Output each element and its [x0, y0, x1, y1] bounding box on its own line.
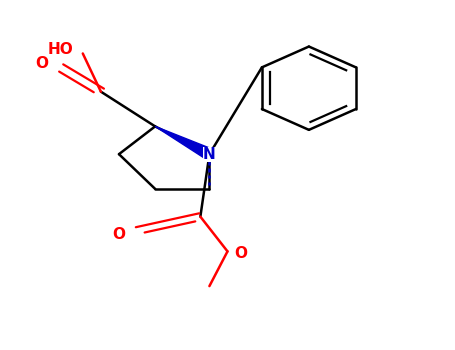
- Text: HO: HO: [47, 42, 73, 57]
- Text: O: O: [112, 226, 126, 242]
- Polygon shape: [155, 126, 213, 159]
- Text: N: N: [203, 147, 216, 162]
- Text: O: O: [235, 246, 248, 261]
- Text: O: O: [35, 56, 49, 71]
